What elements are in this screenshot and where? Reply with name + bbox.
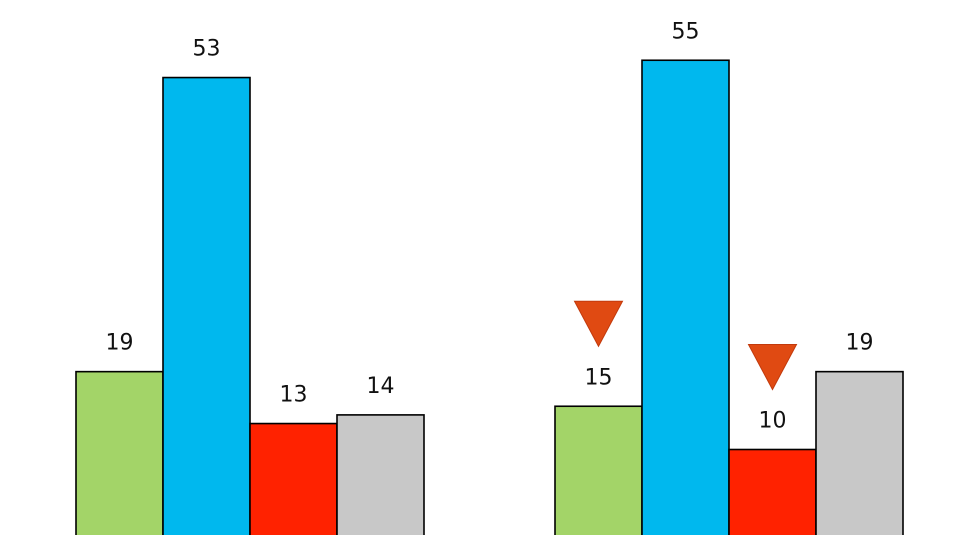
left-value-label-a: 19	[106, 331, 134, 356]
right-down-triangle-icon-a	[573, 300, 624, 348]
left-bar-a	[75, 370, 164, 535]
right-bar-chart-panel: 15 55 10 19	[554, 19, 904, 535]
right-bar-b	[641, 59, 730, 535]
right-bar-a	[554, 405, 643, 535]
left-bar-c	[249, 422, 338, 535]
right-value-label-c: 10	[759, 409, 787, 434]
right-down-triangle-icon-c	[747, 344, 798, 391]
left-value-label-c: 13	[280, 383, 308, 408]
right-bar-d	[815, 370, 904, 535]
left-bar-chart-panel: 19 53 13 14	[75, 37, 425, 535]
left-bar-d	[336, 414, 425, 535]
left-value-label-d: 14	[367, 374, 395, 399]
right-value-label-a: 15	[585, 365, 613, 390]
left-bar-b	[162, 76, 251, 535]
right-value-label-d: 19	[846, 331, 874, 356]
right-bar-c	[728, 448, 817, 535]
right-value-label-b: 55	[672, 19, 700, 44]
left-value-label-b: 53	[193, 37, 221, 62]
